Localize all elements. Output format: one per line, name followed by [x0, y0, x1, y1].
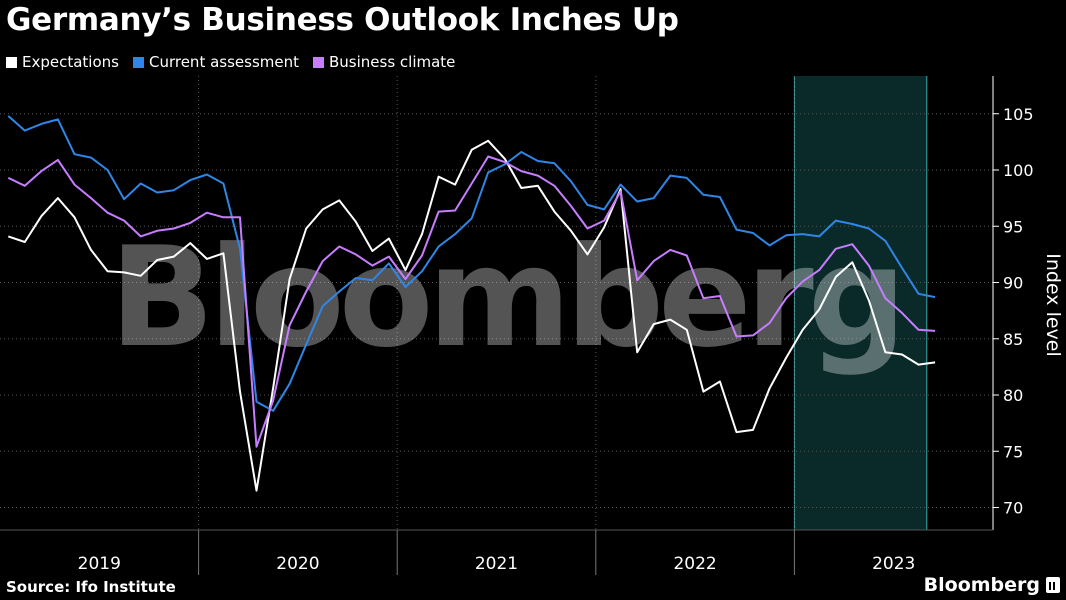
y-tick-label: 70 — [1003, 499, 1023, 518]
legend-item-expectations: Expectations — [6, 53, 119, 71]
x-tick-label: 2022 — [673, 554, 716, 574]
x-tick-label: 2020 — [276, 554, 319, 574]
x-tick-label: 2023 — [872, 554, 915, 574]
y-tick-label: 80 — [1003, 386, 1023, 405]
x-tick-label: 2021 — [475, 554, 518, 574]
x-tick-label: 2019 — [78, 554, 121, 574]
legend-swatch-expectations — [6, 56, 17, 68]
legend-label-climate: Business climate — [329, 53, 456, 71]
legend-item-climate: Business climate — [313, 53, 455, 71]
y-tick-label: 95 — [1003, 217, 1023, 236]
y-tick-label: 75 — [1003, 442, 1023, 461]
y-tick-label: 90 — [1003, 274, 1023, 293]
chart-icon — [1046, 577, 1060, 593]
legend-swatch-climate — [313, 56, 324, 68]
shaded-region — [794, 76, 927, 530]
brand-logo: Bloomberg — [924, 574, 1060, 596]
y-tick-label: 105 — [1003, 105, 1034, 124]
legend-swatch-current — [132, 56, 144, 68]
legend-item-current: Current assessment — [132, 53, 299, 71]
series-line-expectations — [7, 139, 936, 492]
brand-text: Bloomberg — [923, 574, 1040, 596]
y-tick-label: 100 — [1003, 161, 1034, 180]
chart-title: Germany’s Business Outlook Inches Up — [6, 2, 679, 38]
series-line-current-assessment — [7, 115, 936, 412]
y-tick-label: 85 — [1003, 330, 1023, 349]
legend-label-expectations: Expectations — [22, 53, 119, 71]
y-axis-label: Index level — [1042, 253, 1064, 357]
source-note: Source: Ifo Institute — [6, 578, 176, 596]
legend: Expectations Current assessment Business… — [6, 52, 469, 72]
series-line-business-climate — [7, 155, 936, 448]
legend-label-current: Current assessment — [148, 53, 299, 71]
